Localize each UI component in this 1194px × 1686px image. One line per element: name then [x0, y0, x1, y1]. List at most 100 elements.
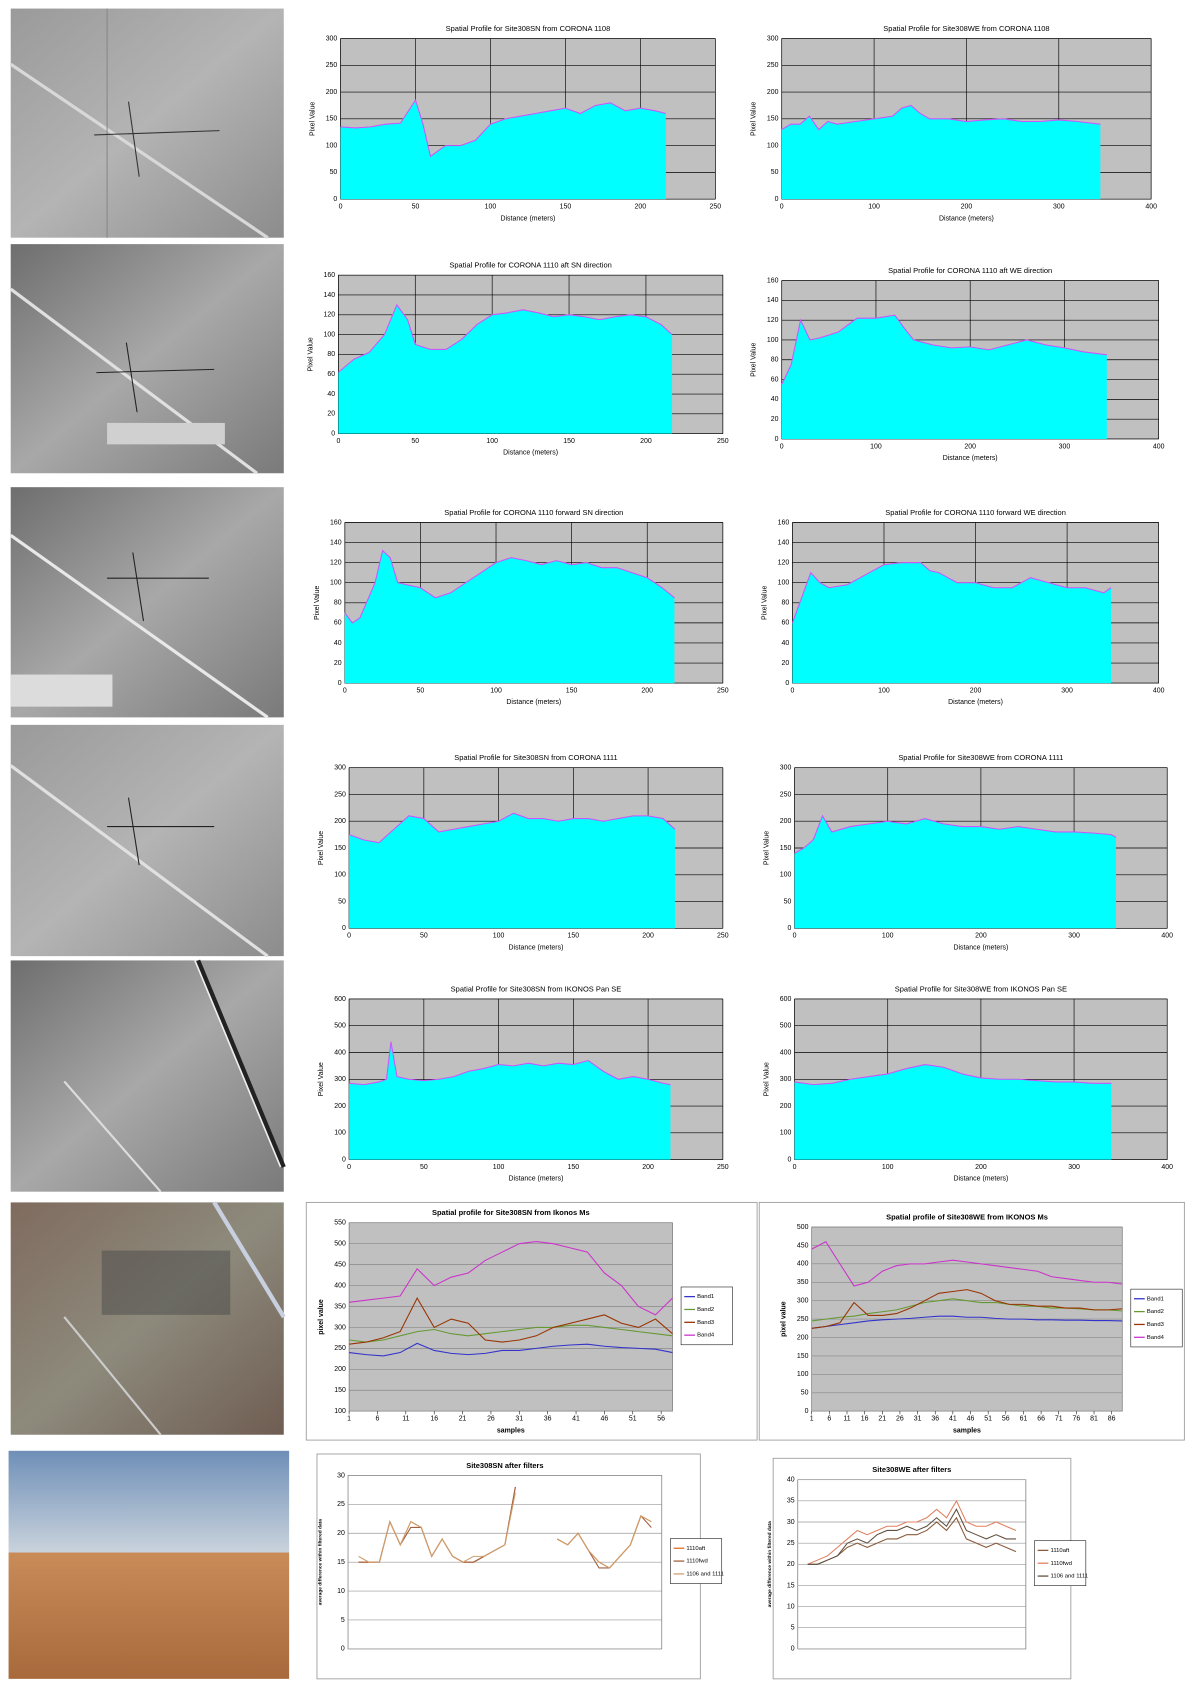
- y-tick-label: 250: [767, 62, 779, 69]
- x-tick-label: 250: [717, 687, 729, 694]
- area-fill: [338, 304, 673, 434]
- area-fill: [340, 100, 666, 200]
- chart-title: Spatial profile of Site308WE from IKONOS…: [886, 1212, 1048, 1221]
- y-axis-label: Pixel Value: [751, 102, 758, 136]
- y-tick-label: 150: [767, 116, 779, 123]
- legend-label: Band1: [697, 1294, 714, 1300]
- y-tick-label: 50: [784, 898, 792, 905]
- series-line: [807, 1499, 1017, 1565]
- y-tick-label: 150: [334, 1387, 346, 1394]
- x-tick-label: 150: [563, 438, 575, 445]
- y-tick-label: 250: [334, 791, 346, 798]
- profile-line: [791, 562, 1112, 624]
- y-tick-label: 15: [787, 1582, 795, 1589]
- y-tick-label: 60: [781, 620, 789, 627]
- y-tick-label: 50: [338, 898, 346, 905]
- y-tick-label: 100: [334, 872, 346, 879]
- x-tick-label: 56: [1002, 1416, 1010, 1423]
- y-tick-label: 0: [331, 430, 335, 437]
- x-tick-label: 71: [1055, 1416, 1063, 1423]
- y-tick-label: 120: [767, 317, 779, 324]
- x-tick-label: 400: [1161, 1164, 1173, 1171]
- y-tick-label: 20: [781, 660, 789, 667]
- x-tick-label: 400: [1145, 203, 1157, 210]
- x-tick-label: 6: [827, 1416, 831, 1423]
- y-tick-label: 400: [797, 1261, 809, 1268]
- x-tick-label: 300: [1053, 203, 1065, 210]
- x-tick-label: 250: [710, 203, 722, 210]
- y-tick-label: 80: [327, 351, 335, 358]
- y-tick-label: 100: [334, 1408, 346, 1415]
- y-tick-label: 300: [780, 1076, 792, 1083]
- chart-title: Spatial Profile for CORONA 1110 aft SN d…: [449, 261, 611, 270]
- y-axis-label: Pixel Value: [761, 586, 768, 620]
- chart-title: Spatial Profile for Site308SN from CORON…: [454, 753, 617, 762]
- x-tick-label: 0: [793, 933, 797, 940]
- x-tick-label: 100: [486, 438, 498, 445]
- legend-label: 1110fwd: [1051, 1561, 1072, 1567]
- x-axis-label: Distance (meters): [506, 699, 561, 706]
- area-fill: [794, 1064, 1112, 1160]
- x-tick-label: 400: [1153, 687, 1165, 694]
- y-tick-label: 40: [787, 1477, 795, 1484]
- x-axis-label: Distance (meters): [943, 455, 998, 462]
- series-line: [358, 1492, 652, 1569]
- y-tick-label: 100: [797, 1371, 809, 1378]
- y-tick-label: 20: [334, 660, 342, 667]
- y-tick-label: 40: [781, 640, 789, 647]
- chart-title: Spatial Profile for Site308WE from IKONO…: [895, 984, 1067, 993]
- series-line: [811, 1315, 1123, 1329]
- chart-title: Spatial Profile for CORONA 1110 aft WE d…: [888, 266, 1052, 275]
- x-axis-label: Distance (meters): [953, 944, 1008, 951]
- profile-line: [338, 303, 673, 373]
- series-line: [349, 1342, 673, 1357]
- y-tick-label: 200: [334, 1366, 346, 1373]
- x-tick-label: 0: [343, 687, 347, 694]
- y-tick-label: 25: [787, 1540, 795, 1547]
- y-tick-label: 300: [334, 1076, 346, 1083]
- x-tick-label: 400: [1161, 933, 1173, 940]
- aerial-image: [9, 244, 284, 475]
- y-tick-label: 450: [797, 1242, 809, 1249]
- legend-label: Band3: [1147, 1322, 1165, 1328]
- x-tick-label: 36: [931, 1416, 939, 1423]
- y-axis-label: Pixel Value: [764, 1062, 771, 1096]
- x-tick-label: 300: [1068, 1164, 1080, 1171]
- y-tick-label: 80: [771, 357, 779, 364]
- y-tick-label: 100: [780, 872, 792, 879]
- x-tick-label: 200: [975, 933, 987, 940]
- y-axis-label: Pixel Value: [307, 337, 314, 371]
- chart-title: Spatial Profile for Site308SN from IKONO…: [451, 984, 622, 993]
- y-tick-label: 150: [334, 845, 346, 852]
- x-tick-label: 300: [1061, 687, 1073, 694]
- chart-title: Spatial Profile for Site308WE from CORON…: [883, 24, 1049, 33]
- area-fill: [349, 813, 675, 929]
- y-tick-label: 40: [334, 640, 342, 647]
- x-tick-label: 6: [376, 1416, 380, 1423]
- y-tick-label: 100: [326, 142, 338, 149]
- y-tick-label: 500: [780, 1023, 792, 1030]
- series-line: [807, 1516, 1017, 1565]
- y-tick-label: 0: [342, 925, 346, 932]
- y-tick-label: 160: [324, 272, 336, 279]
- y-tick-label: 160: [330, 519, 342, 526]
- y-tick-label: 0: [785, 680, 789, 687]
- y-tick-label: 0: [341, 1646, 345, 1653]
- plot-area: [348, 1222, 673, 1412]
- series-line: [349, 1241, 673, 1316]
- y-tick-label: 600: [334, 996, 346, 1003]
- y-axis-label: Pixel Value: [314, 586, 321, 620]
- x-axis-label: Distance (meters): [953, 1176, 1008, 1183]
- area-fill: [344, 550, 675, 684]
- aerial-image: [9, 724, 284, 958]
- y-tick-label: 15: [337, 1559, 345, 1566]
- x-tick-label: 0: [347, 933, 351, 940]
- chart-title: Spatial Profile for Site308WE from CORON…: [898, 753, 1063, 762]
- y-axis-label: pixel value: [318, 1299, 325, 1335]
- y-tick-label: 0: [775, 436, 779, 443]
- legend-label: 1106 and 1111: [1051, 1574, 1088, 1580]
- x-tick-label: 0: [793, 1164, 797, 1171]
- x-tick-label: 200: [964, 443, 976, 450]
- chart-title: Spatial Profile for Site308SN from CORON…: [446, 24, 611, 33]
- y-tick-label: 300: [326, 35, 338, 42]
